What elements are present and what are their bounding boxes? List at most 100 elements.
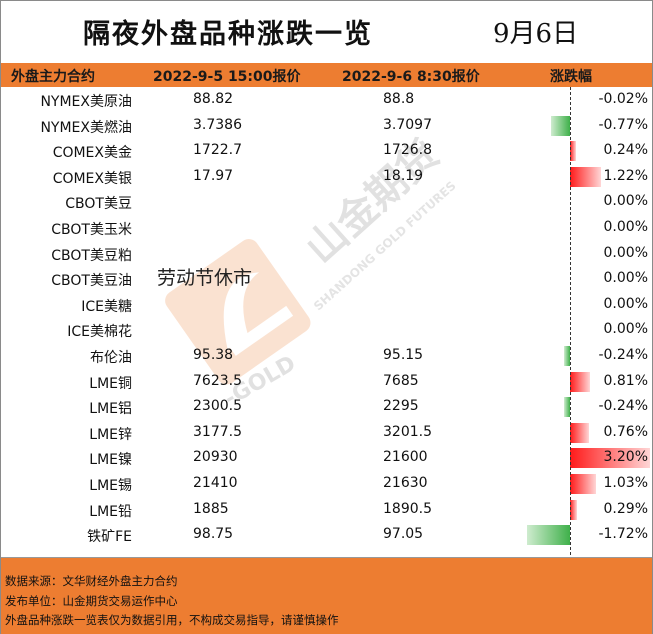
table-row: ICE美棉花 0.00%: [1, 317, 652, 343]
price-2: 21630: [383, 474, 428, 491]
price-1: 7623.5: [193, 372, 242, 389]
instrument-name: ICE美棉花: [67, 324, 132, 341]
change-percent: 1.22%: [603, 167, 648, 184]
instrument-name: LME镍: [89, 452, 132, 469]
table-row: NYMEX美燃油 3.7386 3.7097 -0.77%: [1, 113, 652, 139]
price-2: 3201.5: [383, 423, 432, 440]
instrument-name: LME铝: [89, 401, 132, 418]
price-1: 98.75: [193, 526, 234, 543]
instrument-name: CBOT美豆粕: [51, 247, 132, 264]
header-change: 涨跌幅: [550, 69, 592, 85]
change-percent: 0.24%: [603, 142, 648, 159]
instrument-name: LME铅: [89, 503, 132, 520]
header-name: 外盘主力合约: [11, 69, 95, 85]
price-2: 88.8: [383, 91, 415, 107]
table-row: 铁矿FE 98.75 97.05 -1.72%: [1, 522, 652, 548]
report-title: 隔夜外盘品种涨跌一览: [83, 19, 373, 50]
price-1: 17.97: [193, 167, 234, 184]
table-header: 外盘主力合约 2022-9-5 15:00报价 2022-9-6 8:30报价 …: [1, 63, 652, 87]
table-row: LME锌 3177.5 3201.5 0.76%: [1, 420, 652, 446]
price-2: 95.15: [383, 346, 424, 363]
header-price2: 2022-9-6 8:30报价: [342, 69, 480, 85]
table-row: LME镍 20930 21600 3.20%: [1, 445, 652, 471]
price-2: 1726.8: [383, 142, 432, 159]
change-bar: [564, 397, 570, 418]
header-price1: 2022-9-5 15:00报价: [153, 69, 301, 85]
price-1: 1722.7: [193, 142, 242, 159]
change-percent: -0.02%: [598, 91, 648, 107]
change-bar: [570, 499, 578, 520]
change-percent: 0.00%: [603, 321, 648, 338]
instrument-name: LME锡: [89, 477, 132, 494]
table-row: LME铅 1885 1890.5 0.29%: [1, 497, 652, 523]
instrument-name: ICE美糖: [81, 298, 132, 315]
instrument-name: COMEX美银: [52, 170, 132, 187]
table-row: ICE美糖 0.00%: [1, 292, 652, 318]
price-1: 95.38: [193, 346, 234, 363]
change-percent: 0.00%: [603, 295, 648, 312]
change-percent: -1.72%: [598, 526, 648, 543]
change-bar: [569, 90, 570, 110]
change-percent: 0.81%: [603, 372, 648, 389]
change-percent: 0.00%: [603, 218, 648, 235]
instrument-name: COMEX美金: [52, 145, 132, 162]
footer-source: 数据来源：文华财经外盘主力合约: [5, 574, 178, 588]
change-bar: [570, 371, 591, 392]
price-2: 7685: [383, 372, 419, 389]
change-percent: 0.00%: [603, 270, 648, 287]
table-row: CBOT美豆粕 0.00%: [1, 241, 652, 267]
table-row: NYMEX美原油 88.82 88.8 -0.02%: [1, 87, 652, 113]
price-2: 18.19: [383, 167, 424, 184]
change-percent: 3.20%: [603, 449, 648, 466]
instrument-name: 布伦油: [90, 349, 132, 366]
table-row: LME铜 7623.5 7685 0.81%: [1, 369, 652, 395]
change-bar: [570, 422, 589, 443]
holiday-note: 劳动节休市: [157, 267, 253, 289]
table-body: NYMEX美原油 88.82 88.8 -0.02% NYMEX美燃油 3.7386 3.7…: [1, 87, 652, 548]
price-1: 88.82: [193, 91, 234, 107]
price-1: 21410: [193, 474, 238, 491]
price-1: 3177.5: [193, 423, 242, 440]
table-row: LME锡 21410 21630 1.03%: [1, 471, 652, 497]
instrument-name: LME锌: [89, 426, 132, 443]
change-bar: [570, 141, 576, 162]
change-bar: [570, 448, 650, 469]
instrument-name: CBOT美豆油: [51, 273, 132, 290]
table-row: COMEX美银 17.97 18.19 1.22%: [1, 164, 652, 190]
change-percent: 0.76%: [603, 423, 648, 440]
change-percent: 1.03%: [603, 474, 648, 491]
change-percent: 0.00%: [603, 193, 648, 210]
price-2: 2295: [383, 398, 419, 415]
zero-axis-line: [570, 87, 571, 555]
table-row: CBOT美豆 0.00%: [1, 189, 652, 215]
footer-disclaimer: 外盘品种涨跌一览表仅为数据引用，不构成交易指导，请谨慎操作: [5, 613, 339, 627]
change-percent: -0.77%: [598, 116, 648, 133]
price-1: 20930: [193, 449, 238, 466]
price-2: 21600: [383, 449, 428, 466]
change-percent: 0.00%: [603, 244, 648, 261]
table-row: CBOT美玉米 0.00%: [1, 215, 652, 241]
change-bar: [550, 115, 570, 136]
price-1: 3.7386: [193, 116, 242, 133]
instrument-name: NYMEX美原油: [40, 94, 132, 110]
instrument-name: LME铜: [89, 375, 132, 392]
instrument-name: NYMEX美燃油: [40, 119, 132, 136]
change-bar: [564, 345, 570, 366]
change-percent: -0.24%: [598, 346, 648, 363]
price-2: 97.05: [383, 526, 424, 543]
change-percent: -0.24%: [598, 398, 648, 415]
footer: 数据来源：文华财经外盘主力合约 发布单位：山金期货交易运作中心 外盘品种涨跌一览…: [1, 557, 652, 634]
change-bar: [570, 166, 601, 187]
table-row: COMEX美金 1722.7 1726.8 0.24%: [1, 138, 652, 164]
change-bar: [570, 473, 596, 494]
table-row: 布伦油 95.38 95.15 -0.24%: [1, 343, 652, 369]
price-2: 3.7097: [383, 116, 432, 133]
report-date: 9月6日: [493, 19, 579, 49]
instrument-name: CBOT美玉米: [51, 221, 132, 238]
instrument-name: 铁矿FE: [87, 529, 132, 546]
table-row: CBOT美豆油 0.00%: [1, 266, 652, 292]
change-bar: [527, 525, 570, 546]
footer-publisher: 发布单位：山金期货交易运作中心: [5, 594, 178, 608]
change-percent: 0.29%: [603, 500, 648, 517]
